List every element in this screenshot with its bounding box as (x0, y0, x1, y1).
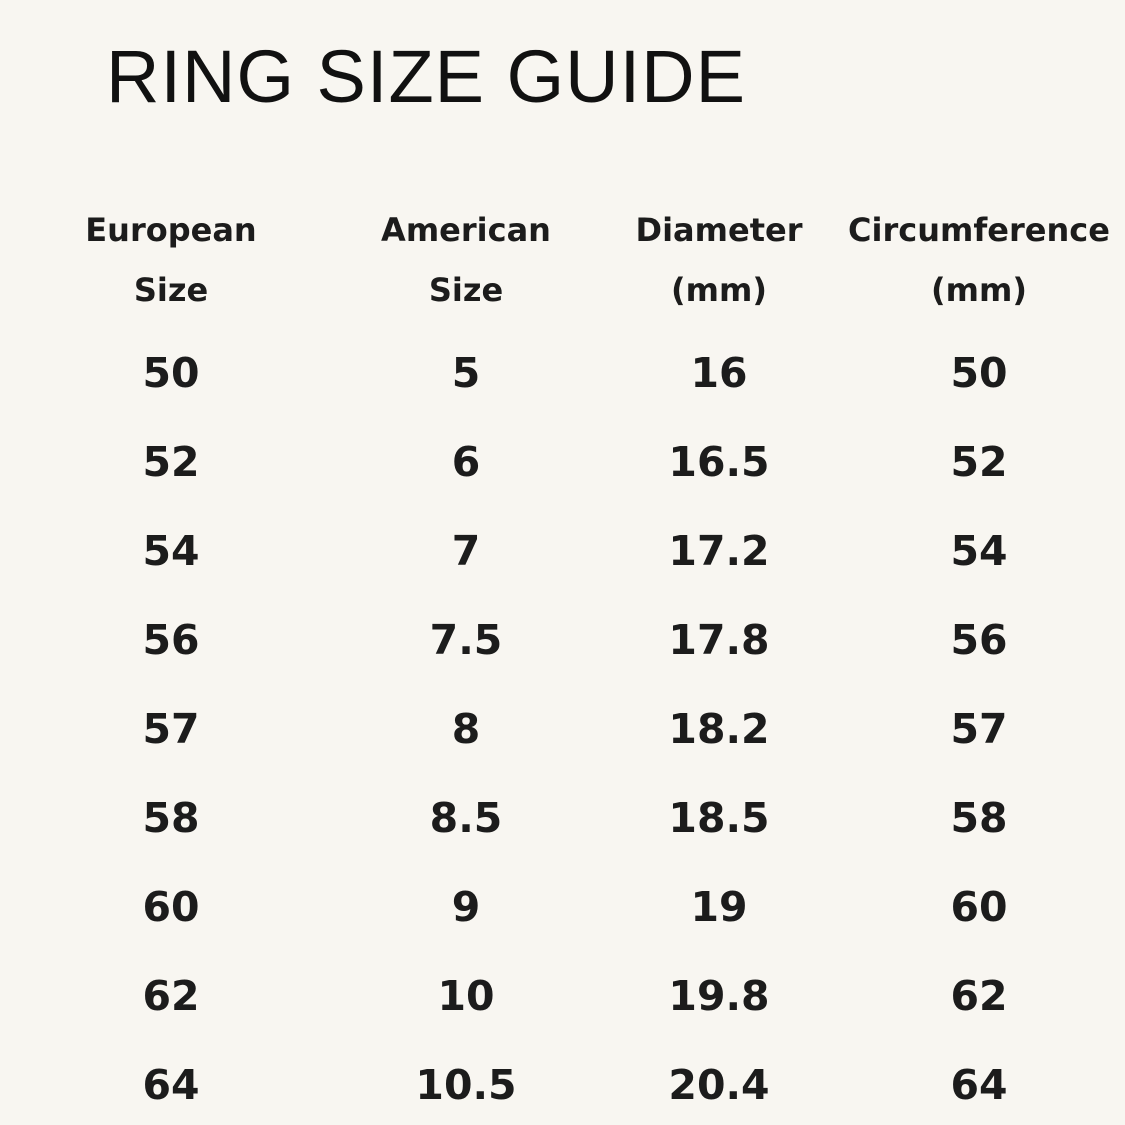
european-size-cell: 58 (142, 794, 200, 842)
page-title: RING SIZE GUIDE (106, 35, 746, 118)
circumference-cell: 56 (950, 616, 1008, 664)
american-size-cell: 9 (451, 883, 481, 931)
circumference-cell: 62 (950, 972, 1008, 1020)
american-size-cell: 8 (451, 705, 481, 753)
european-size-cell: 62 (142, 972, 200, 1020)
european-size-cell: 64 (142, 1061, 200, 1109)
american-size-cell: 6 (451, 438, 481, 486)
header-line-2: Size (428, 271, 504, 309)
european-size-cell: 50 (142, 349, 200, 397)
header-line-1: Diameter (635, 211, 803, 249)
header-line-1: European (85, 211, 257, 249)
circumference-cell: 57 (950, 705, 1008, 753)
column-header-european-size: European Size (85, 200, 256, 320)
column-header-diameter: Diameter (mm) (636, 200, 803, 320)
diameter-cell: 18.5 (668, 794, 770, 842)
header-line-2: (mm) (671, 271, 767, 309)
circumference-cell: 54 (950, 527, 1008, 575)
diameter-cell: 20.4 (668, 1061, 770, 1109)
american-size-cell: 10 (437, 972, 495, 1020)
circumference-cell: 58 (950, 794, 1008, 842)
european-size-cell: 57 (142, 705, 200, 753)
american-size-cell: 7.5 (429, 616, 503, 664)
diameter-cell: 17.2 (668, 527, 770, 575)
circumference-cell: 52 (950, 438, 1008, 486)
american-size-cell: 8.5 (429, 794, 503, 842)
european-size-cell: 60 (142, 883, 200, 931)
diameter-cell: 19.8 (668, 972, 770, 1020)
diameter-cell: 18.2 (668, 705, 770, 753)
header-line-2: (mm) (931, 271, 1027, 309)
column-header-circumference: Circumference (mm) (848, 200, 1110, 320)
diameter-cell: 16 (690, 349, 748, 397)
circumference-cell: 60 (950, 883, 1008, 931)
circumference-cell: 50 (950, 349, 1008, 397)
american-size-cell: 7 (451, 527, 481, 575)
european-size-cell: 56 (142, 616, 200, 664)
circumference-cell: 64 (950, 1061, 1008, 1109)
american-size-cell: 5 (451, 349, 481, 397)
header-line-1: American (381, 211, 551, 249)
european-size-cell: 52 (142, 438, 200, 486)
american-size-cell: 10.5 (415, 1061, 517, 1109)
diameter-cell: 19 (690, 883, 748, 931)
column-header-american-size: American Size (381, 200, 551, 320)
diameter-cell: 17.8 (668, 616, 770, 664)
header-line-2: Size (133, 271, 209, 309)
european-size-cell: 54 (142, 527, 200, 575)
diameter-cell: 16.5 (668, 438, 770, 486)
header-line-1: Circumference (848, 211, 1110, 249)
